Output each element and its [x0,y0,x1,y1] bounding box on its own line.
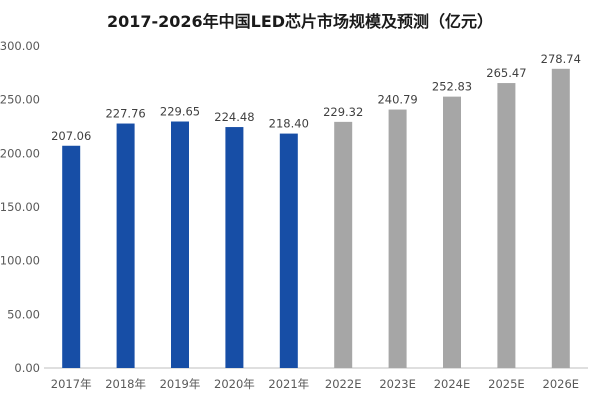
bar [116,123,135,368]
bar [497,83,516,369]
data-label: 224.48 [214,110,254,124]
x-tick-label: 2026E [543,377,580,391]
x-tick-label: 2019年 [160,377,201,391]
x-tick-label: 2025E [488,377,525,391]
data-label: 252.83 [432,80,472,94]
chart-title: 2017-2026年中国LED芯片市场规模及预测（亿元） [106,12,494,31]
data-label: 265.47 [486,66,526,80]
x-tick-label: 2021年 [268,377,309,391]
bar [171,121,189,368]
bar [62,145,81,368]
y-tick-label: 150.00 [0,200,40,214]
x-tick-label: 2022E [325,377,362,391]
bar [388,109,407,368]
bar [443,96,461,368]
data-label: 207.06 [51,129,91,143]
data-label: 229.32 [323,105,363,119]
x-tick-label: 2020年 [214,377,255,391]
y-tick-label: 300.00 [0,39,40,53]
bar [279,133,298,368]
y-tick-label: 250.00 [0,93,40,107]
data-label: 229.65 [160,105,200,119]
bar [551,68,570,369]
x-tick-label: 2024E [434,377,471,391]
bar [334,121,353,369]
x-tick-label: 2023E [379,377,416,391]
data-label: 240.79 [377,93,417,107]
y-tick-label: 50.00 [7,307,40,321]
data-label: 227.76 [105,107,145,121]
x-tick-label: 2018年 [105,377,146,391]
data-label: 278.74 [541,52,581,66]
bar [225,127,244,368]
y-tick-label: 200.00 [0,146,40,160]
data-label: 218.40 [269,117,309,131]
y-tick-label: 0.00 [14,361,40,375]
y-tick-label: 100.00 [0,254,40,268]
x-tick-label: 2017年 [51,377,92,391]
